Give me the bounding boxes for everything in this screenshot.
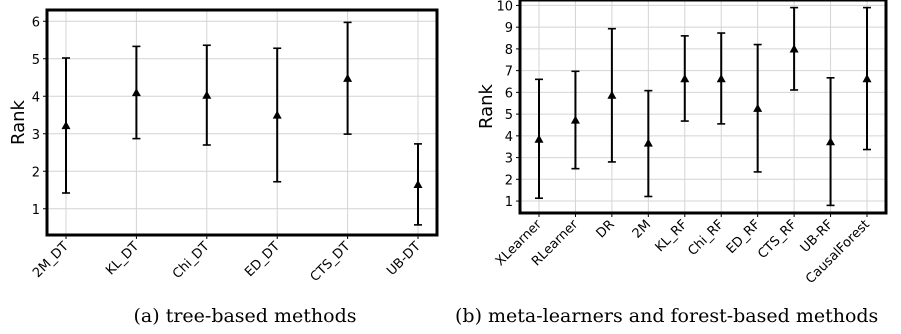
y-tick-label: 3 — [505, 152, 513, 167]
y-tick-label: 10 — [496, 0, 513, 14]
mean-marker — [862, 74, 872, 83]
mean-marker — [789, 44, 799, 53]
mean-marker — [753, 103, 763, 112]
y-tick-label: 5 — [32, 53, 40, 68]
mean-marker — [272, 110, 282, 119]
x-tick-label: DR — [594, 217, 618, 241]
mean-marker — [413, 179, 423, 188]
mean-marker — [680, 74, 690, 83]
mean-marker — [716, 74, 726, 83]
x-tick-label: KL_RF — [653, 217, 691, 255]
y-tick-label: 8 — [505, 43, 513, 58]
mean-marker — [61, 121, 71, 130]
y-tick-label: 1 — [32, 203, 40, 218]
y-tick-label: 4 — [32, 90, 40, 105]
y-tick-label: 2 — [32, 165, 40, 180]
x-tick-label: Chi_RF — [685, 217, 727, 259]
mean-marker — [131, 88, 141, 97]
y-tick-label: 6 — [505, 86, 513, 101]
panel-a-caption: (a) tree-based methods — [134, 305, 357, 327]
mean-marker — [343, 73, 353, 82]
y-tick-label: 4 — [505, 130, 513, 145]
x-tick-label: Chi_DT — [170, 239, 213, 282]
y-tick-label: 9 — [505, 21, 513, 36]
y-tick-label: 5 — [505, 108, 513, 123]
x-tick-label: UB-DT — [384, 239, 424, 279]
mean-marker — [643, 138, 653, 147]
x-tick-label: CTS_DT — [308, 239, 354, 285]
x-tick-label: CausalForest — [803, 217, 873, 287]
x-tick-label: ED_DT — [242, 239, 283, 280]
mean-marker — [607, 90, 617, 99]
axes-frame — [518, 0, 888, 215]
panel-b-caption: (b) meta-learners and forest-based metho… — [455, 305, 878, 327]
y-tick-label: 7 — [505, 65, 513, 80]
mean-marker — [202, 90, 212, 99]
panel-a-tree-based: 1 2 3 4 5 6 2M_DT KL_DT Chi_DT ED_DT CTS_DT UB-DT Ra… — [8, 8, 439, 285]
x-tick-label: KL_DT — [103, 239, 142, 278]
x-tick-label: 2M_DT — [30, 239, 72, 281]
mean-marker — [534, 134, 544, 143]
y-axis-label: Rank — [476, 83, 497, 129]
axes-frame — [45, 8, 439, 237]
y-tick-label: 6 — [32, 15, 40, 30]
mean-marker — [826, 137, 836, 146]
y-tick-label: 1 — [505, 195, 513, 210]
y-tick-label: 3 — [32, 128, 40, 143]
mean-marker — [570, 115, 580, 124]
x-tick-label: CTS_RF — [755, 217, 800, 262]
y-axis-label: Rank — [8, 99, 29, 145]
y-tick-label: 2 — [505, 173, 513, 188]
x-tick-label: 2M — [630, 217, 654, 241]
